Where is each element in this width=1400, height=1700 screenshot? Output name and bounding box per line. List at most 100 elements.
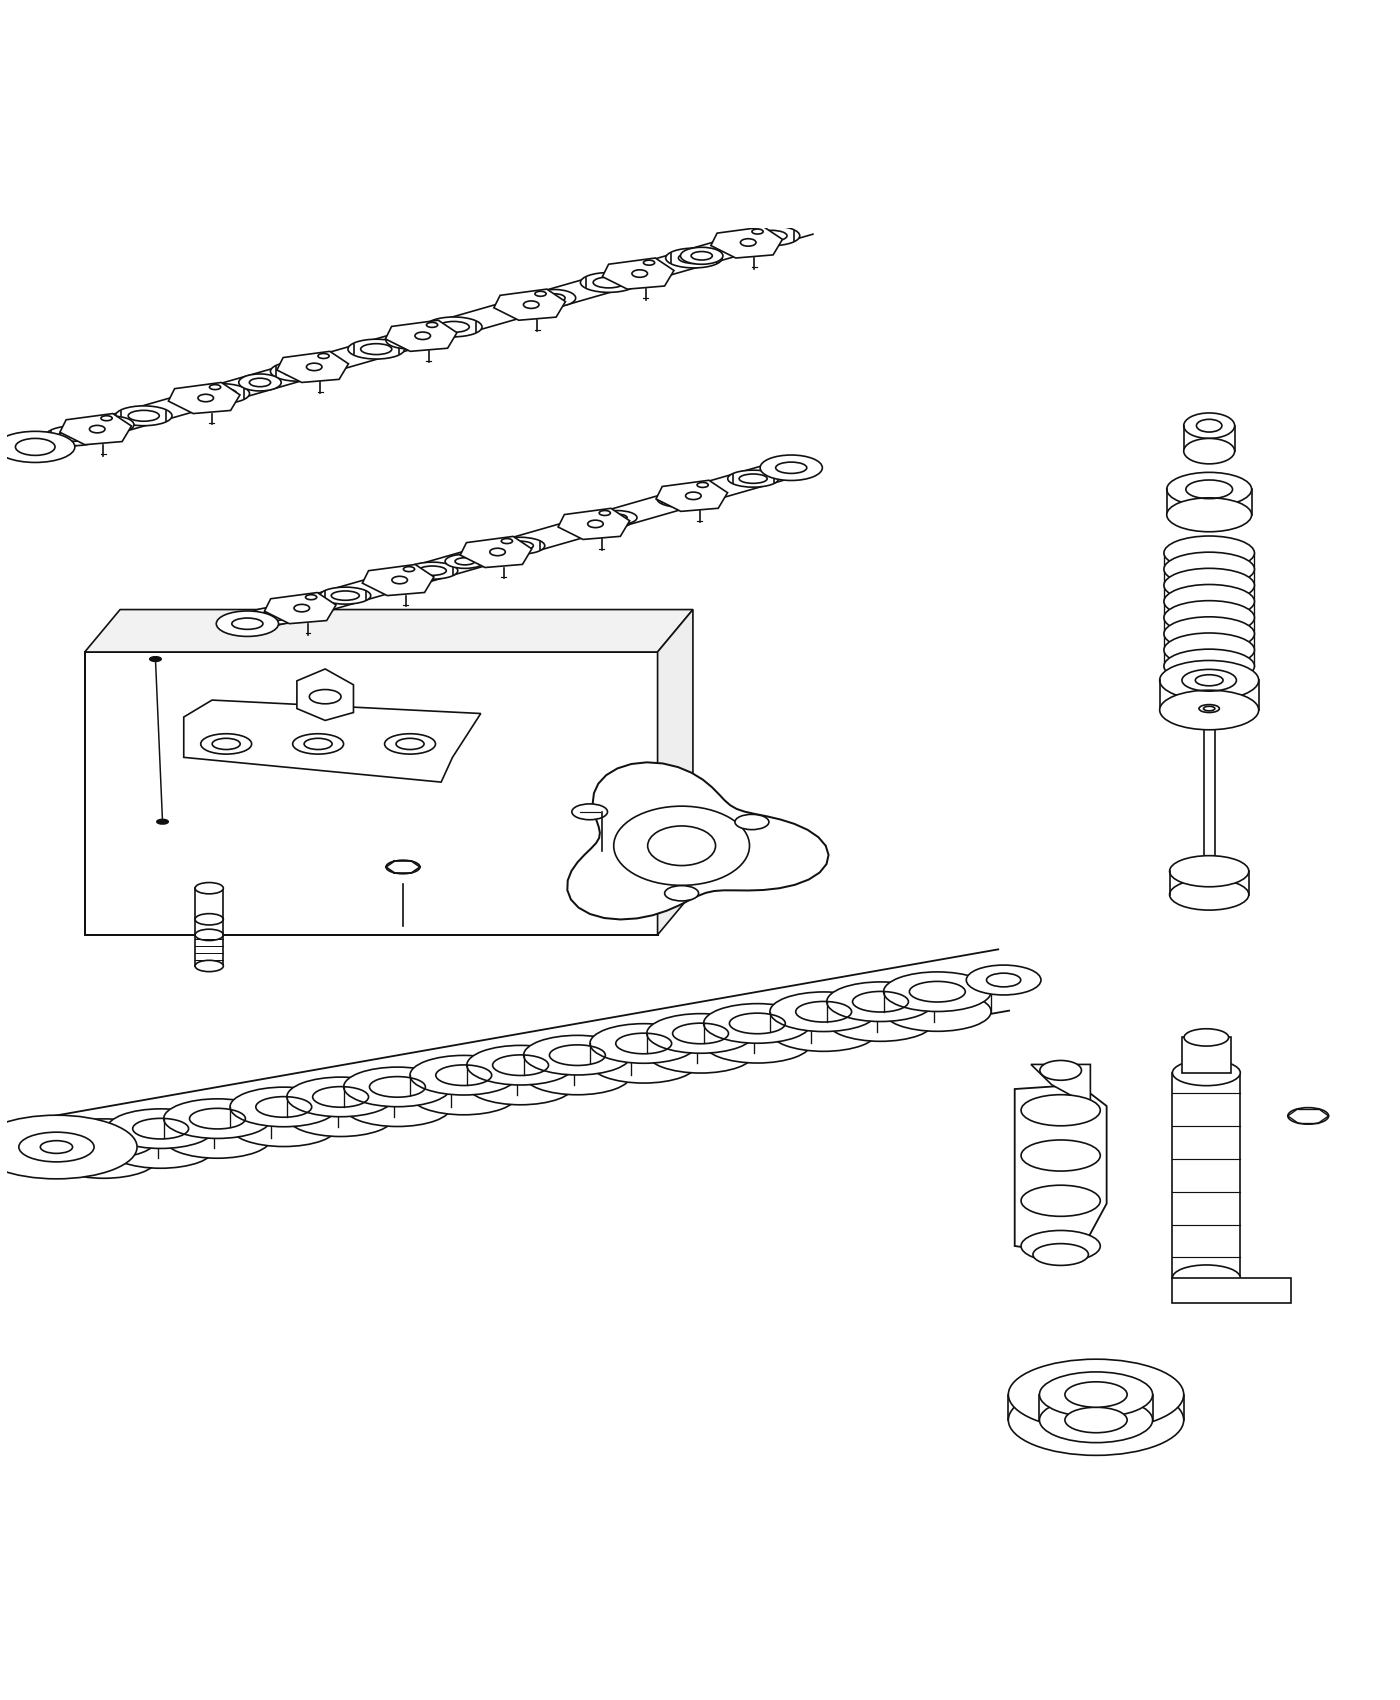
Ellipse shape [1008, 1384, 1184, 1455]
Polygon shape [494, 289, 566, 320]
Ellipse shape [770, 1012, 878, 1051]
Ellipse shape [599, 510, 610, 515]
Ellipse shape [647, 1013, 755, 1054]
Polygon shape [711, 226, 783, 258]
Polygon shape [60, 413, 132, 445]
Polygon shape [85, 653, 658, 935]
Ellipse shape [309, 690, 342, 704]
Ellipse shape [501, 539, 512, 544]
Ellipse shape [197, 394, 214, 401]
Ellipse shape [195, 882, 224, 894]
Polygon shape [461, 537, 532, 568]
Ellipse shape [90, 425, 105, 434]
Ellipse shape [386, 332, 428, 348]
Ellipse shape [1163, 536, 1254, 570]
Ellipse shape [1198, 704, 1219, 712]
Ellipse shape [883, 991, 991, 1032]
Polygon shape [1015, 1085, 1106, 1255]
Ellipse shape [1163, 568, 1254, 602]
Ellipse shape [524, 1035, 631, 1074]
Ellipse shape [1021, 1095, 1100, 1125]
Ellipse shape [407, 563, 458, 580]
Ellipse shape [581, 272, 637, 292]
Polygon shape [297, 670, 353, 721]
Ellipse shape [524, 301, 539, 308]
Ellipse shape [101, 416, 112, 420]
Ellipse shape [1169, 879, 1249, 910]
Ellipse shape [760, 456, 822, 481]
Bar [1182, 1037, 1231, 1073]
Ellipse shape [1163, 585, 1254, 619]
Ellipse shape [741, 238, 756, 246]
Ellipse shape [106, 1129, 214, 1168]
Ellipse shape [657, 491, 708, 507]
Ellipse shape [319, 586, 371, 604]
Ellipse shape [305, 595, 316, 600]
Ellipse shape [239, 374, 281, 391]
Ellipse shape [665, 886, 699, 901]
Ellipse shape [164, 1119, 272, 1158]
Ellipse shape [644, 260, 655, 265]
Ellipse shape [588, 520, 603, 527]
Polygon shape [265, 593, 336, 624]
Ellipse shape [1196, 675, 1224, 685]
Ellipse shape [1169, 855, 1249, 887]
Ellipse shape [50, 1139, 158, 1178]
Ellipse shape [230, 1086, 337, 1127]
Ellipse shape [665, 248, 722, 269]
Ellipse shape [1040, 1061, 1081, 1080]
Ellipse shape [966, 966, 1042, 994]
Ellipse shape [735, 814, 769, 830]
Ellipse shape [270, 362, 328, 381]
Ellipse shape [0, 1115, 137, 1178]
Polygon shape [567, 762, 829, 920]
Ellipse shape [535, 291, 546, 296]
Polygon shape [85, 610, 693, 653]
Polygon shape [559, 508, 630, 539]
Ellipse shape [115, 406, 172, 425]
Ellipse shape [164, 1098, 272, 1139]
Polygon shape [385, 320, 456, 352]
Ellipse shape [647, 1034, 755, 1073]
Ellipse shape [41, 1141, 73, 1153]
Ellipse shape [403, 566, 414, 571]
Ellipse shape [106, 1108, 214, 1149]
Ellipse shape [91, 416, 134, 434]
Ellipse shape [466, 1046, 574, 1085]
Ellipse shape [46, 427, 102, 445]
Ellipse shape [1021, 1231, 1100, 1261]
Ellipse shape [445, 554, 484, 568]
Ellipse shape [1021, 1141, 1100, 1171]
Ellipse shape [213, 738, 241, 750]
Ellipse shape [589, 1023, 697, 1062]
Ellipse shape [503, 294, 560, 314]
Ellipse shape [287, 1078, 395, 1117]
Ellipse shape [318, 354, 329, 359]
Ellipse shape [827, 983, 934, 1022]
Ellipse shape [490, 547, 505, 556]
Ellipse shape [294, 605, 309, 612]
Ellipse shape [293, 734, 343, 755]
Ellipse shape [426, 316, 482, 337]
Ellipse shape [1163, 552, 1254, 586]
Ellipse shape [343, 1068, 451, 1107]
Ellipse shape [385, 734, 435, 755]
Ellipse shape [1159, 690, 1259, 729]
Ellipse shape [1008, 1360, 1184, 1430]
Polygon shape [183, 700, 480, 782]
Ellipse shape [752, 230, 763, 235]
Ellipse shape [631, 270, 647, 277]
Polygon shape [602, 258, 673, 289]
Ellipse shape [704, 1003, 811, 1044]
Ellipse shape [195, 960, 224, 972]
Ellipse shape [1288, 1108, 1329, 1124]
Ellipse shape [1033, 1244, 1088, 1265]
Ellipse shape [686, 491, 701, 500]
Ellipse shape [613, 806, 749, 886]
Bar [195, 887, 224, 966]
Ellipse shape [414, 332, 430, 340]
Ellipse shape [1184, 1028, 1229, 1046]
Ellipse shape [1172, 1059, 1240, 1086]
Polygon shape [168, 382, 239, 413]
Ellipse shape [396, 738, 424, 750]
